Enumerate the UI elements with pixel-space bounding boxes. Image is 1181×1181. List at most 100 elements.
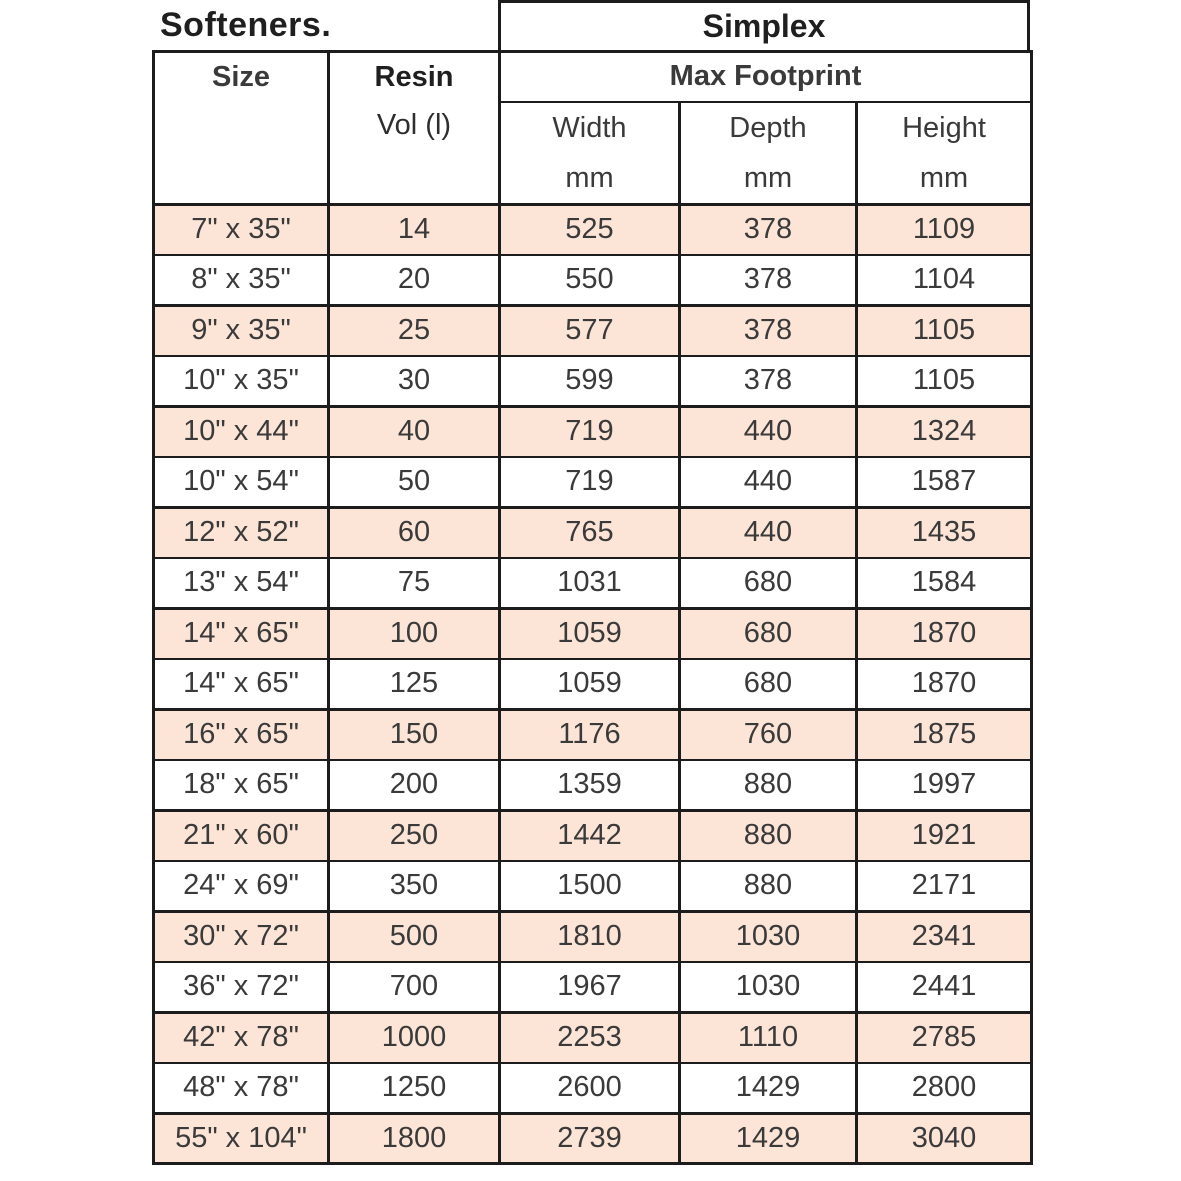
table-row: 24" x 69" 350 1500 880 2171 <box>152 859 1034 912</box>
cell-height_mm: 2785 <box>854 1010 1034 1064</box>
cell-height_mm: 2341 <box>854 909 1034 963</box>
cell-resin_vol_l: 1000 <box>327 1010 501 1064</box>
table-row: 10" x 54" 50 719 440 1587 <box>152 455 1034 508</box>
column-header-height: Height mm <box>854 100 1034 205</box>
cell-width_mm: 525 <box>498 202 681 256</box>
column-group-header-max-footprint: Max Footprint <box>497 50 1034 103</box>
softener-size-table: Size Resin Vol (l) Max Footprint Width m… <box>152 50 1034 1165</box>
table-row: 30" x 72" 500 1810 1030 2341 <box>152 909 1034 963</box>
cell-height_mm: 1870 <box>854 657 1034 710</box>
cell-resin_vol_l: 75 <box>327 556 501 609</box>
column-header-depth-unit: mm <box>743 161 793 194</box>
cell-height_mm: 1997 <box>854 758 1034 811</box>
cell-resin_vol_l: 350 <box>327 859 501 912</box>
column-header-resin-unit: Vol (l) <box>376 109 452 141</box>
cell-height_mm: 1105 <box>854 303 1034 357</box>
table-row: 36" x 72" 700 1967 1030 2441 <box>152 960 1034 1013</box>
cell-height_mm: 1435 <box>854 505 1034 559</box>
cell-depth_mm: 1429 <box>678 1061 858 1114</box>
cell-height_mm: 1105 <box>854 354 1034 407</box>
cell-depth_mm: 1429 <box>678 1111 858 1165</box>
table-row: 13" x 54" 75 1031 680 1584 <box>152 556 1034 609</box>
cell-width_mm: 1810 <box>498 909 681 963</box>
cell-size: 13" x 54" <box>152 556 330 609</box>
cell-width_mm: 1031 <box>498 556 681 609</box>
cell-size: 10" x 54" <box>152 455 330 508</box>
cell-depth_mm: 1030 <box>678 960 858 1013</box>
cell-width_mm: 599 <box>498 354 681 407</box>
cell-resin_vol_l: 1800 <box>327 1111 501 1165</box>
cell-size: 36" x 72" <box>152 960 330 1013</box>
cell-depth_mm: 440 <box>678 455 858 508</box>
cell-size: 12" x 52" <box>152 505 330 559</box>
cell-size: 10" x 35" <box>152 354 330 407</box>
cell-depth_mm: 440 <box>678 404 858 458</box>
cell-resin_vol_l: 14 <box>327 202 501 256</box>
column-header-resin: Resin Vol (l) <box>327 50 501 205</box>
cell-depth_mm: 880 <box>678 808 858 862</box>
cell-depth_mm: 880 <box>678 859 858 912</box>
simplex-header: Simplex <box>498 0 1030 50</box>
cell-depth_mm: 378 <box>678 202 858 256</box>
cell-depth_mm: 680 <box>678 606 858 660</box>
table-row: 10" x 44" 40 719 440 1324 <box>152 404 1034 458</box>
cell-width_mm: 1967 <box>498 960 681 1013</box>
cell-width_mm: 1059 <box>498 657 681 710</box>
cell-width_mm: 577 <box>498 303 681 357</box>
table-row: 14" x 65" 100 1059 680 1870 <box>152 606 1034 660</box>
cell-depth_mm: 680 <box>678 657 858 710</box>
column-header-depth-label: Depth <box>729 111 807 144</box>
cell-height_mm: 1587 <box>854 455 1034 508</box>
cell-depth_mm: 378 <box>678 253 858 306</box>
table-row: 48" x 78" 1250 2600 1429 2800 <box>152 1061 1034 1114</box>
table-row: 55" x 104" 1800 2739 1429 3040 <box>152 1111 1034 1165</box>
cell-width_mm: 719 <box>498 455 681 508</box>
cell-width_mm: 1359 <box>498 758 681 811</box>
cell-resin_vol_l: 150 <box>327 707 501 761</box>
cell-depth_mm: 378 <box>678 354 858 407</box>
page-title: Softeners. <box>160 5 332 44</box>
cell-height_mm: 3040 <box>854 1111 1034 1165</box>
cell-height_mm: 1324 <box>854 404 1034 458</box>
cell-size: 24" x 69" <box>152 859 330 912</box>
cell-width_mm: 1442 <box>498 808 681 862</box>
cell-depth_mm: 1030 <box>678 909 858 963</box>
cell-size: 30" x 72" <box>152 909 330 963</box>
cell-resin_vol_l: 50 <box>327 455 501 508</box>
cell-size: 48" x 78" <box>152 1061 330 1114</box>
cell-size: 7" x 35" <box>152 202 330 256</box>
table-header: Size Resin Vol (l) Max Footprint Width m… <box>152 50 1034 205</box>
cell-depth_mm: 378 <box>678 303 858 357</box>
cell-depth_mm: 880 <box>678 758 858 811</box>
cell-size: 18" x 65" <box>152 758 330 811</box>
cell-height_mm: 1875 <box>854 707 1034 761</box>
cell-size: 14" x 65" <box>152 606 330 660</box>
title-band: Softeners. Simplex <box>152 0 1030 50</box>
cell-width_mm: 1176 <box>498 707 681 761</box>
table-row: 21" x 60" 250 1442 880 1921 <box>152 808 1034 862</box>
cell-resin_vol_l: 40 <box>327 404 501 458</box>
cell-width_mm: 2253 <box>498 1010 681 1064</box>
column-header-width-unit: mm <box>565 161 614 194</box>
table-row: 18" x 65" 200 1359 880 1997 <box>152 758 1034 811</box>
cell-size: 21" x 60" <box>152 808 330 862</box>
cell-width_mm: 550 <box>498 253 681 306</box>
table-row: 8" x 35" 20 550 378 1104 <box>152 253 1034 306</box>
softener-spec-sheet: Softeners. Simplex Size Resin Vol (l) Ma… <box>152 0 1034 1165</box>
column-header-width: Width mm <box>498 100 681 205</box>
cell-height_mm: 1109 <box>854 202 1034 256</box>
table-row: 7" x 35" 14 525 378 1109 <box>152 202 1034 256</box>
cell-size: 55" x 104" <box>152 1111 330 1165</box>
cell-resin_vol_l: 20 <box>327 253 501 306</box>
cell-size: 16" x 65" <box>152 707 330 761</box>
cell-width_mm: 2600 <box>498 1061 681 1114</box>
cell-resin_vol_l: 100 <box>327 606 501 660</box>
cell-resin_vol_l: 700 <box>327 960 501 1013</box>
table-row: 14" x 65" 125 1059 680 1870 <box>152 657 1034 710</box>
table-row: 42" x 78" 1000 2253 1110 2785 <box>152 1010 1034 1064</box>
table-body: 7" x 35" 14 525 378 1109 8" x 35" 20 550 378 1104… <box>152 202 1034 1165</box>
table-row: 12" x 52" 60 765 440 1435 <box>152 505 1034 559</box>
cell-size: 8" x 35" <box>152 253 330 306</box>
cell-height_mm: 1584 <box>854 556 1034 609</box>
